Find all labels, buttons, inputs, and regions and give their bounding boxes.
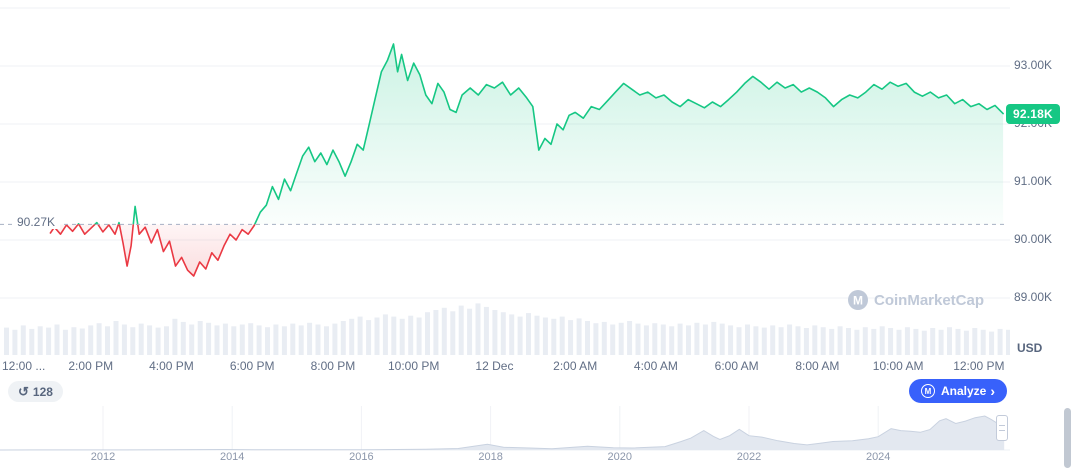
x-axis-label: 4:00 PM bbox=[149, 359, 194, 373]
navigator-year-label: 2014 bbox=[219, 451, 245, 463]
x-axis-label: 2:00 AM bbox=[553, 359, 598, 373]
x-axis-label: 10:00 AM bbox=[872, 359, 924, 373]
coinmarketcap-watermark: M CoinMarketCap bbox=[848, 290, 984, 310]
scrollbar-thumb[interactable] bbox=[1064, 408, 1071, 468]
current-price-badge: 92.18K bbox=[1006, 103, 1060, 124]
x-axis: 12:00 ... 2:00 PM 4:00 PM 6:00 PM 8:00 PM 10:… bbox=[0, 359, 1072, 375]
history-count-button[interactable]: ↺ 128 bbox=[8, 381, 63, 402]
price-chart-canvas[interactable]: M CoinMarketCap bbox=[0, 0, 1010, 356]
navigator-year-label: 2022 bbox=[736, 451, 762, 463]
x-axis-label: 12 Dec bbox=[475, 359, 514, 373]
svg-text:M: M bbox=[853, 294, 863, 308]
coinmarketcap-icon-letter: M bbox=[924, 386, 932, 396]
x-axis-label: 6:00 AM bbox=[714, 359, 759, 373]
coinmarketcap-icon: M bbox=[920, 384, 935, 398]
y-axis-label: 89.00K bbox=[1014, 290, 1053, 304]
y-axis-label: 93.00K bbox=[1014, 58, 1053, 72]
x-axis-label: 12:00 ... bbox=[2, 359, 46, 373]
navigator-year-label: 2018 bbox=[478, 451, 503, 463]
svg-text:CoinMarketCap: CoinMarketCap bbox=[874, 292, 984, 309]
x-axis-label: 8:00 AM bbox=[795, 359, 840, 373]
y-axis-unit: USD bbox=[1017, 341, 1043, 355]
x-axis-label: 8:00 PM bbox=[310, 359, 356, 373]
baseline-price-label: 90.27K bbox=[12, 215, 61, 230]
analyze-label: Analyze bbox=[940, 384, 987, 398]
navigator-handle[interactable] bbox=[996, 415, 1008, 441]
date-range-navigator[interactable] bbox=[0, 406, 1010, 451]
y-axis-label: 91.00K bbox=[1014, 174, 1053, 188]
x-axis-label: 6:00 PM bbox=[229, 359, 275, 373]
navigator-year-axis: 2012 2014 2016 2018 2020 2022 2024 bbox=[0, 451, 1072, 465]
x-axis-label: 12:00 PM bbox=[953, 359, 1005, 373]
analyze-button[interactable]: M Analyze › bbox=[908, 379, 1007, 403]
navigator-year-label: 2012 bbox=[90, 451, 116, 463]
x-axis-label: 10:00 PM bbox=[388, 359, 440, 373]
history-count: 128 bbox=[32, 384, 53, 399]
history-icon: ↺ bbox=[18, 384, 29, 399]
navigator-year-label: 2024 bbox=[865, 451, 891, 463]
x-axis-label: 4:00 AM bbox=[633, 359, 678, 373]
chevron-right-icon: › bbox=[990, 383, 995, 399]
x-axis-label: 2:00 PM bbox=[68, 359, 114, 373]
navigator-year-label: 2020 bbox=[607, 451, 633, 463]
y-axis-label: 90.00K bbox=[1014, 232, 1053, 246]
navigator-year-label: 2016 bbox=[349, 451, 374, 463]
